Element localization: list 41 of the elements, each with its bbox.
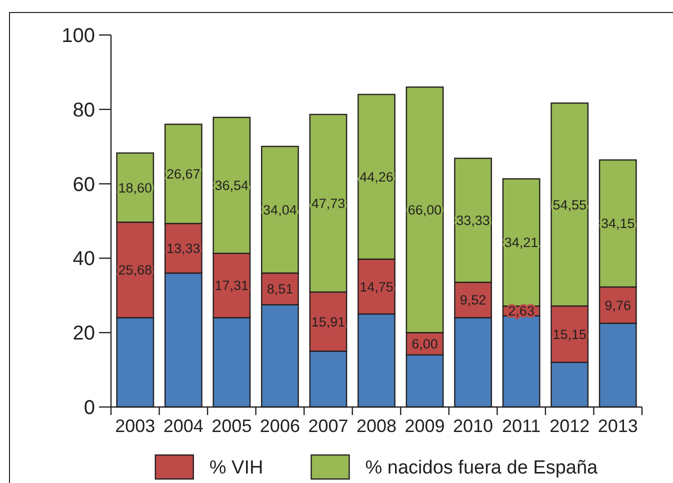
x-tick-label: 2004: [163, 416, 204, 436]
data-label: 47,73: [311, 196, 346, 211]
data-label: 44,26: [360, 170, 394, 185]
data-label: 14,75: [360, 279, 394, 294]
x-tick-label: 2006: [260, 416, 300, 436]
y-tick-label: 40: [72, 248, 95, 270]
x-tick-label: 2005: [212, 416, 252, 436]
data-label: 6,00: [412, 336, 438, 352]
y-tick-label: 100: [62, 25, 95, 47]
x-tick-label: 2009: [404, 416, 445, 436]
data-label: 15,91: [311, 314, 346, 330]
data-label: 9,76: [604, 298, 632, 313]
data-label: 17,31: [214, 278, 249, 294]
x-tick-label: 2010: [453, 416, 494, 436]
data-label: 18,60: [118, 180, 152, 196]
data-label: 34,21: [504, 235, 538, 250]
y-tick-label: 20: [72, 322, 95, 345]
x-tick-label: 2007: [308, 416, 348, 436]
y-tick-label: 0: [84, 397, 95, 419]
x-tick-label: 2008: [356, 416, 397, 436]
data-label: 34,15: [600, 216, 635, 232]
data-label: 2,63: [508, 304, 534, 319]
x-tick-label: 2011: [502, 416, 541, 436]
x-tick-label: 2012: [550, 416, 590, 436]
data-label: 34,04: [263, 202, 298, 218]
data-label: 54,55: [552, 197, 586, 212]
x-tick-label: 2003: [115, 416, 156, 436]
data-label: 66,00: [408, 202, 442, 218]
y-tick-label: 80: [72, 99, 95, 122]
legend-label: % nacidos fuera de España: [365, 458, 598, 479]
data-label: 36,54: [214, 178, 250, 194]
data-label: 13,33: [166, 241, 200, 256]
data-label: 25,68: [118, 262, 152, 278]
data-label: 33,33: [456, 213, 490, 228]
legend-label: % VIH: [209, 458, 264, 479]
data-label: 8,51: [266, 282, 294, 297]
y-tick-label: 60: [72, 174, 95, 196]
data-label: 26,67: [166, 166, 200, 182]
x-tick-label: 2013: [598, 416, 638, 436]
data-label: 15,15: [552, 326, 586, 342]
data-label: 9,52: [460, 292, 486, 308]
